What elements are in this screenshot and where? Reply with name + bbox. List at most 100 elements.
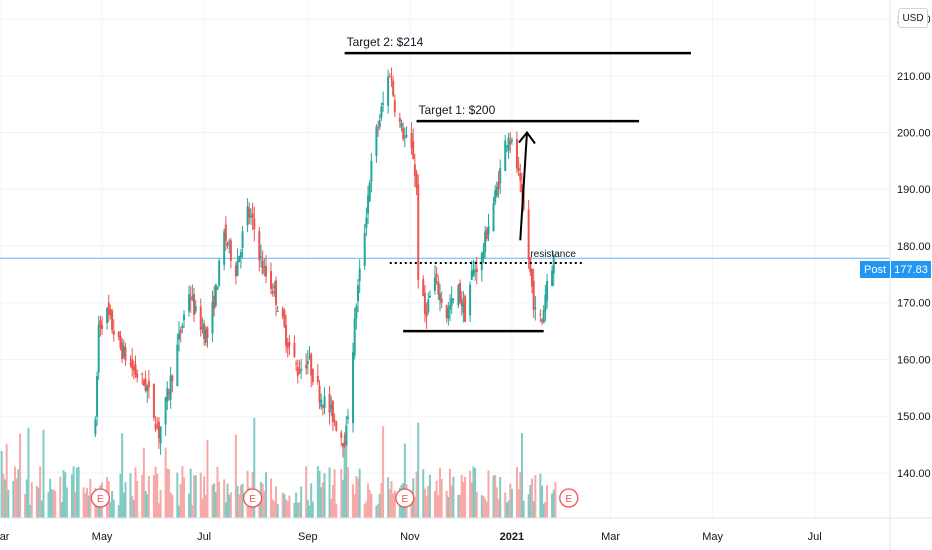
volume-bar (390, 481, 393, 518)
volume-bar (546, 485, 549, 518)
candle-body (469, 284, 472, 316)
volume-bar (505, 502, 508, 518)
candle-body (169, 375, 172, 400)
volume-bar (375, 505, 378, 518)
price-axis[interactable]: 140.00 150.00 160.00 170.00 180.00 190.00 200.… (889, 0, 931, 550)
candle-body (340, 432, 343, 438)
volume-bar (529, 484, 532, 518)
candle-body (111, 310, 114, 330)
volume-bar (97, 498, 100, 518)
candle-body (263, 266, 266, 268)
earnings-marker[interactable]: E (559, 488, 579, 508)
volume-bar (355, 476, 358, 518)
candle-body (107, 302, 110, 315)
volume-bar (552, 489, 555, 518)
candle-body (367, 195, 370, 214)
candle-body (270, 271, 273, 290)
volume-bar (305, 466, 308, 518)
candle-body (97, 324, 100, 373)
arrow-head-icon (518, 130, 536, 145)
candle-body (377, 127, 380, 129)
candle-body (509, 141, 512, 144)
volume-bar (64, 472, 67, 518)
earnings-marker[interactable]: E (395, 488, 415, 508)
volume-bar (218, 481, 221, 518)
volume-bar (39, 466, 42, 518)
volume-bar (353, 494, 356, 518)
volume-bar (554, 482, 557, 518)
earnings-icon (242, 488, 263, 508)
candle-body (459, 282, 462, 303)
volume-bar (54, 491, 57, 518)
candle-body (131, 359, 134, 369)
volume-bar (154, 466, 157, 518)
currency-badge[interactable]: USD (898, 8, 928, 28)
candle-body (388, 75, 391, 77)
volume-bar (228, 494, 231, 518)
candle-body (504, 140, 507, 172)
candle-body (546, 281, 549, 301)
candle-body (121, 342, 124, 360)
x-tick-label: Mar (601, 531, 620, 543)
volume-bar (211, 484, 214, 518)
target-arrow[interactable] (519, 132, 528, 241)
earnings-letter: E (565, 494, 572, 505)
candle-body (539, 313, 542, 315)
candle-body (178, 333, 181, 340)
earnings-marker[interactable]: E (242, 488, 263, 508)
volume-bar (378, 493, 381, 518)
volume-bar (387, 477, 390, 518)
candle-body (129, 362, 132, 365)
candle-body (542, 309, 545, 324)
candle-body (457, 285, 460, 306)
candle-body (122, 346, 125, 357)
candle-body (449, 305, 452, 310)
time-axis[interactable]: Mar May Jul Sep Nov 2021 Mar May Jul (0, 517, 932, 543)
candle-body (428, 295, 431, 298)
candle-body (188, 294, 191, 312)
volume-bar (492, 475, 495, 518)
volume-bar (522, 500, 525, 518)
volume-bar (541, 485, 544, 518)
volume-bar (422, 469, 425, 518)
volume-bar (85, 488, 88, 518)
volume-bar (134, 467, 137, 518)
volume-bar (132, 499, 135, 518)
volume-bar (152, 475, 155, 518)
volume-bar (310, 483, 313, 518)
volume-bar (201, 498, 204, 518)
candle-body (241, 231, 244, 248)
earnings-marker[interactable]: E (90, 488, 111, 508)
candle-body (331, 400, 334, 423)
candle-body (281, 308, 284, 317)
volume-bar (519, 471, 522, 518)
candle-body (450, 298, 453, 306)
candle-body (204, 329, 207, 343)
candle-body (226, 242, 229, 246)
volume-bar (450, 485, 453, 518)
volume-bar (357, 478, 360, 518)
candle-body (310, 353, 313, 376)
candle-body (515, 138, 518, 169)
volume-bar (4, 479, 7, 518)
volume-bar (14, 466, 17, 518)
volume-bar (25, 479, 28, 518)
volume-bar (417, 422, 420, 518)
candle-body (484, 231, 487, 253)
candle-body (370, 160, 373, 182)
candle-body (249, 216, 252, 218)
volume-bar (509, 483, 512, 518)
volume-bar (363, 504, 366, 518)
volume-bar (457, 494, 460, 518)
volume-bar (276, 504, 279, 518)
candle-body (433, 277, 436, 291)
volume-bar (181, 466, 184, 518)
volume-bar (264, 472, 267, 518)
candle-body (499, 168, 502, 184)
volume-bar (497, 499, 500, 518)
volume-bar (223, 479, 226, 518)
volume-bar (47, 492, 50, 518)
